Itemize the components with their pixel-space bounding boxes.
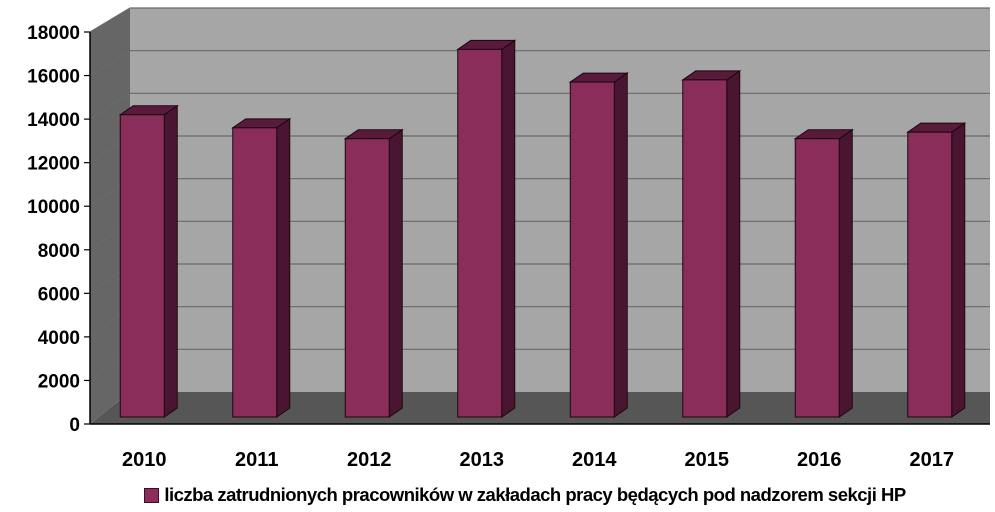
- y-tick-label: 2000: [38, 371, 80, 392]
- y-tick-label: 10000: [27, 197, 80, 218]
- x-tick-label: 2012: [347, 449, 392, 471]
- bar-side: [163, 104, 178, 418]
- y-tick-label: 12000: [27, 154, 80, 175]
- bar-front: [794, 138, 840, 418]
- legend-swatch: [144, 487, 160, 503]
- bar-2017: [906, 122, 967, 418]
- bar-2011: [231, 117, 292, 418]
- x-tick-label: 2011: [235, 449, 278, 471]
- bar-2016: [793, 128, 854, 418]
- bar-side: [838, 128, 853, 418]
- bar-2012: [343, 128, 404, 418]
- bar-front: [682, 79, 728, 418]
- bar-2014: [568, 72, 629, 418]
- x-tick-label: 2014: [572, 449, 617, 471]
- bar-2013: [456, 39, 517, 418]
- gridline-side: [89, 92, 131, 120]
- bar-side: [951, 122, 966, 418]
- bar-front: [344, 138, 390, 418]
- y-tick-label: 8000: [38, 241, 80, 262]
- bar-side: [501, 39, 516, 418]
- gridline-side: [89, 7, 131, 33]
- chart-walls: [90, 8, 990, 424]
- y-tick-label: 0: [69, 415, 80, 436]
- bar-front: [119, 114, 165, 418]
- bar-chart: 0 2000 4000 6000 8000 10000 12000 14000 16000 180…: [27, 7, 990, 471]
- x-axis: 2010 2011 2012 2013 2014 2015 2016 2017: [90, 423, 990, 471]
- bar-2015: [681, 69, 742, 418]
- x-tick-label: 2017: [910, 449, 955, 471]
- bar-front: [569, 81, 615, 418]
- x-tick-label: 2015: [685, 449, 730, 471]
- bar-front: [232, 127, 278, 418]
- y-tick-label: 18000: [27, 23, 80, 44]
- gridline-side: [89, 50, 131, 77]
- legend: liczba zatrudnionych pracowników w zakła…: [60, 480, 990, 510]
- bar-front: [457, 48, 503, 418]
- bars: [118, 39, 967, 418]
- bar-side: [276, 117, 291, 418]
- y-tick-label: 14000: [27, 110, 80, 131]
- bar-front: [907, 131, 953, 418]
- x-tick-label: 2010: [122, 449, 167, 471]
- bar-side: [388, 128, 403, 418]
- bar-side: [726, 69, 741, 418]
- y-tick-label: 6000: [38, 284, 80, 305]
- bar-2010: [118, 104, 179, 418]
- bar-side: [613, 72, 628, 418]
- y-tick-label: 4000: [38, 328, 80, 349]
- y-axis: 0 2000 4000 6000 8000 10000 12000 14000 16000 180…: [27, 23, 91, 436]
- y-tick-label: 16000: [27, 67, 80, 88]
- legend-label: liczba zatrudnionych pracowników w zakła…: [164, 484, 906, 505]
- x-tick-label: 2013: [460, 449, 505, 471]
- floor: [90, 392, 990, 424]
- x-tick-label: 2016: [797, 449, 842, 471]
